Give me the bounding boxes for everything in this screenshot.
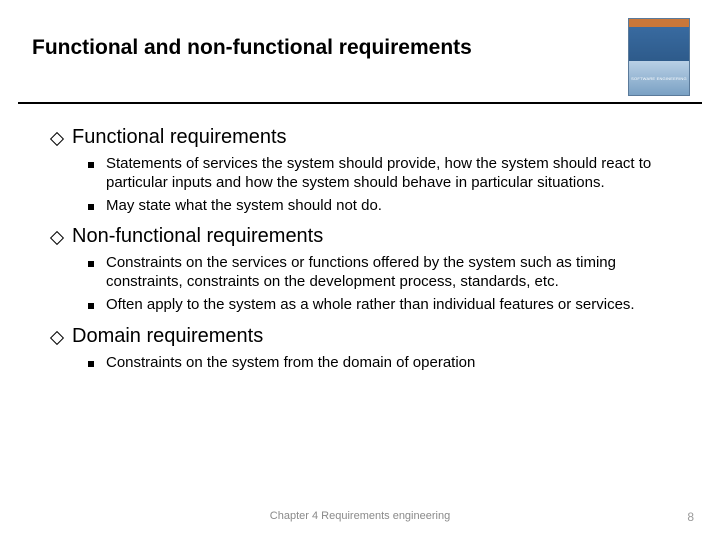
item-text: Constraints on the services or functions… [106,254,668,292]
slide: Functional and non-functional requiremen… [0,0,720,540]
section-heading: Functional requirements [52,126,676,149]
slide-header: Functional and non-functional requiremen… [32,28,688,98]
sub-list: Constraints on the services or functions… [88,254,668,314]
section-domain: Domain requirements Constraints on the s… [52,325,676,373]
slide-title: Functional and non-functional requiremen… [32,28,688,60]
square-bullet-icon [88,261,94,267]
section-heading: Non-functional requirements [52,225,676,248]
section-heading: Domain requirements [52,325,676,348]
list-item: Constraints on the services or functions… [88,254,668,292]
section-title: Non-functional requirements [72,225,323,248]
book-label: SOFTWARE ENGINEERING [631,76,687,81]
list-item: Often apply to the system as a whole rat… [88,296,668,315]
section-functional: Functional requirements Statements of se… [52,126,676,215]
section-title: Domain requirements [72,325,263,348]
book-band [629,19,689,27]
item-text: Constraints on the system from the domai… [106,354,475,373]
section-title: Functional requirements [72,126,287,149]
sub-list: Constraints on the system from the domai… [88,354,668,373]
footer-chapter: Chapter 4 Requirements engineering [270,510,450,522]
square-bullet-icon [88,204,94,210]
list-item: Statements of services the system should… [88,155,668,193]
sub-list: Statements of services the system should… [88,155,668,215]
horizontal-rule [18,102,702,104]
diamond-bullet-icon [52,233,62,243]
item-text: Statements of services the system should… [106,155,668,193]
diamond-bullet-icon [52,134,62,144]
section-nonfunctional: Non-functional requirements Constraints … [52,225,676,314]
item-text: May state what the system should not do. [106,197,382,216]
slide-footer: Chapter 4 Requirements engineering 8 [0,510,720,528]
square-bullet-icon [88,162,94,168]
footer-page-number: 8 [687,510,694,524]
book-cover-thumbnail: SOFTWARE ENGINEERING [628,18,690,96]
diamond-bullet-icon [52,333,62,343]
list-item: May state what the system should not do. [88,197,668,216]
square-bullet-icon [88,303,94,309]
square-bullet-icon [88,361,94,367]
item-text: Often apply to the system as a whole rat… [106,296,635,315]
slide-content: Functional requirements Statements of se… [52,126,676,382]
list-item: Constraints on the system from the domai… [88,354,668,373]
